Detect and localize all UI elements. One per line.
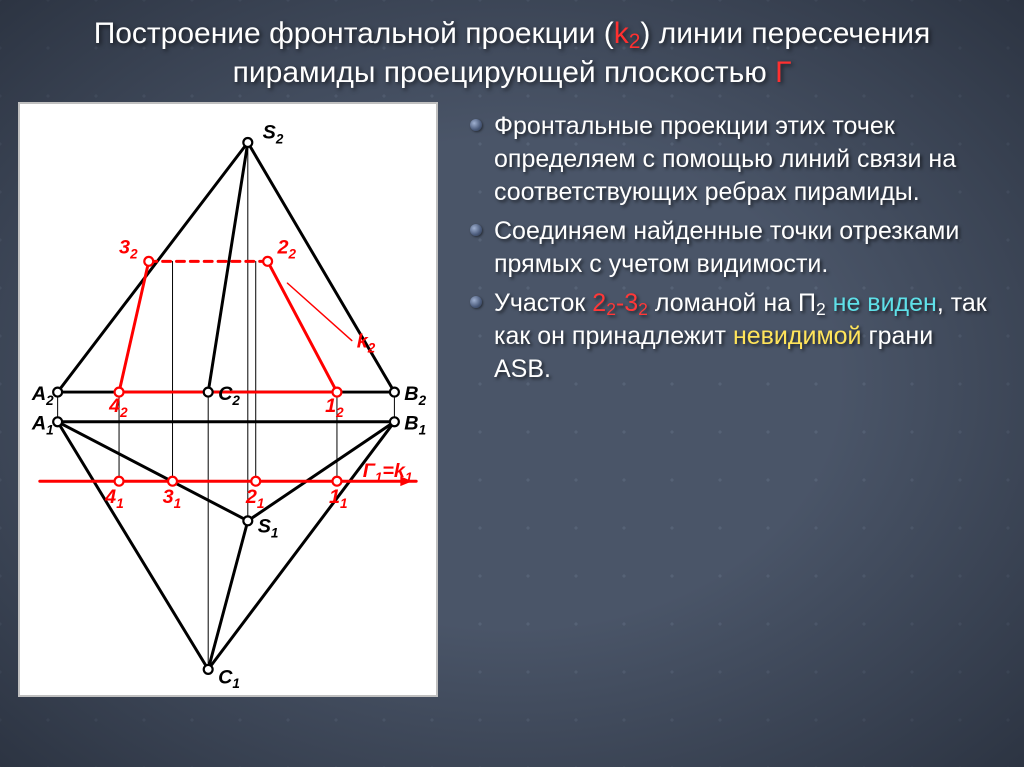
svg-text:42: 42 <box>108 395 128 420</box>
pyramid-diagram: S23222k2A2B2C24212A1B141312111S1C1Г1=k1 <box>20 104 436 695</box>
title-pre: Построение фронтальной проекции ( <box>94 17 614 50</box>
svg-text:32: 32 <box>119 236 138 261</box>
svg-text:12: 12 <box>325 395 344 420</box>
svg-text:C2: C2 <box>218 383 240 408</box>
svg-text:k2: k2 <box>357 331 376 356</box>
svg-text:A1: A1 <box>31 413 54 438</box>
svg-text:S1: S1 <box>258 516 279 541</box>
svg-text:31: 31 <box>163 486 182 511</box>
svg-text:41: 41 <box>104 486 124 511</box>
svg-text:B2: B2 <box>404 383 426 408</box>
svg-text:S2: S2 <box>263 122 284 147</box>
title-accent2: Г <box>775 56 791 89</box>
bullet-item: Участок 22-32 ломаной на П2 не виден, та… <box>468 287 994 386</box>
svg-text:Г1=k1: Г1=k1 <box>363 460 413 485</box>
title-accent1: k2 <box>614 17 641 50</box>
text-column: Фронтальные проекции этих точек определя… <box>438 102 1014 697</box>
svg-text:C1: C1 <box>218 666 240 691</box>
svg-text:B1: B1 <box>404 413 426 438</box>
slide-title: Построение фронтальной проекции (k2) лин… <box>0 0 1024 102</box>
content-row: S23222k2A2B2C24212A1B141312111S1C1Г1=k1 … <box>0 102 1024 697</box>
svg-text:21: 21 <box>245 486 265 511</box>
svg-text:22: 22 <box>277 236 297 261</box>
diagram-container: S23222k2A2B2C24212A1B141312111S1C1Г1=k1 <box>18 102 438 697</box>
bullet-item: Соединяем найденные точки отрезками прям… <box>468 215 994 281</box>
svg-text:A2: A2 <box>31 383 54 408</box>
bullet-item: Фронтальные проекции этих точек определя… <box>468 110 994 209</box>
